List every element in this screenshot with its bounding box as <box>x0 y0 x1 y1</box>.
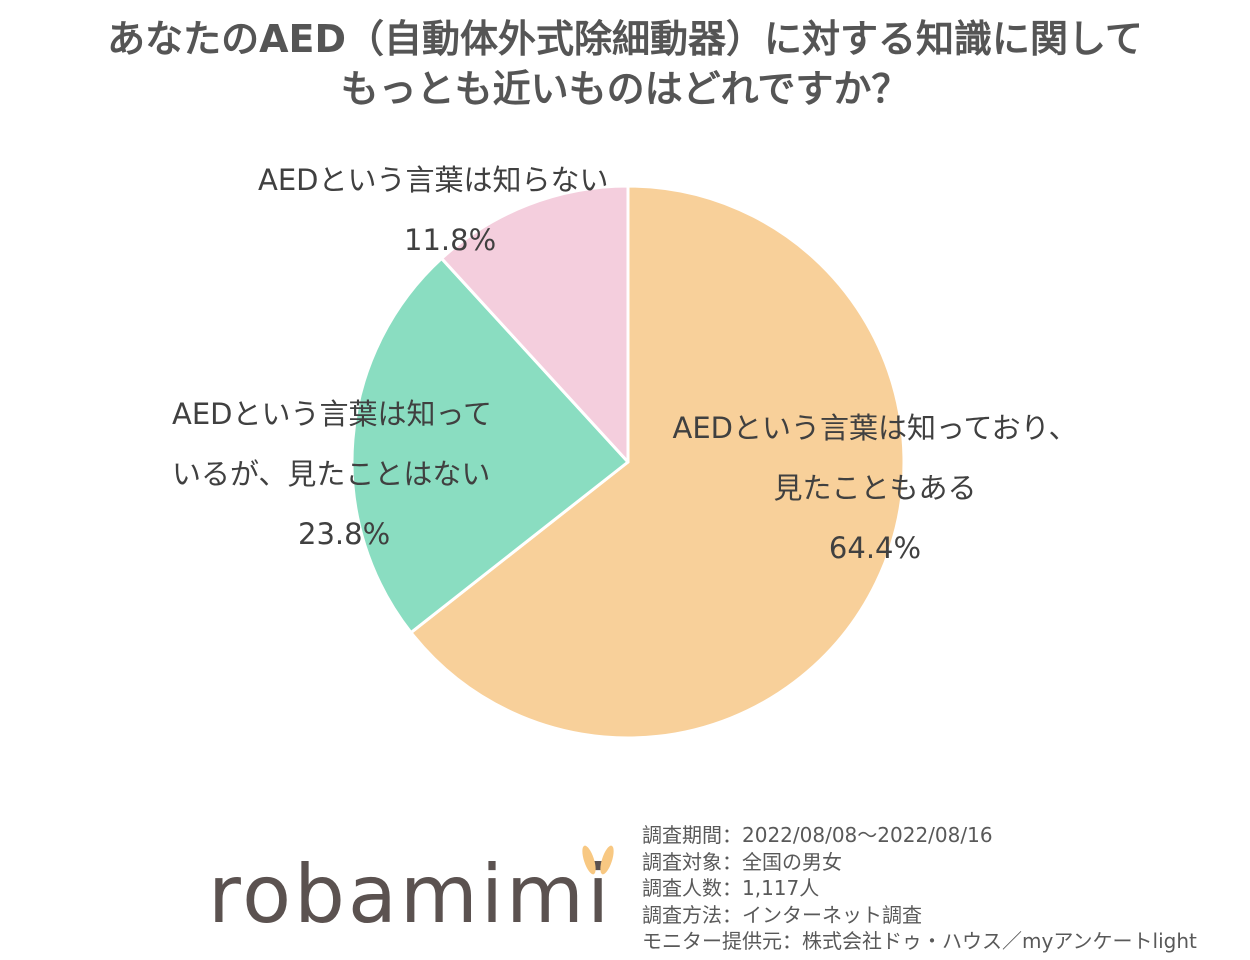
slice-label-not-seen-line-2: いるが、見たことはない <box>172 457 491 491</box>
slice-label-not-seen-line-1: AEDという言葉は知って <box>172 397 493 431</box>
slice-value-not-seen: 23.8% <box>298 517 391 551</box>
survey-period: 調査期間：2022/08/08～2022/08/16 <box>642 823 993 847</box>
slice-label-seen: AEDという言葉は知っており、 見たこともある 64.4% <box>660 398 1090 578</box>
robamimi-logo: robamimi <box>208 850 609 940</box>
chart-title-line-2: もっとも近いものはどれですか？ <box>340 67 910 111</box>
survey-method: 調査方法：インターネット調査 <box>642 902 922 927</box>
rabbit-ears-icon <box>582 845 614 875</box>
survey-count: 調査人数：1,117人 <box>642 876 820 900</box>
slice-label-seen-line-1: AEDという言葉は知っており、 <box>672 411 1078 445</box>
pie-slice-not-seen <box>350 256 630 635</box>
slice-value-seen: 64.4% <box>828 531 922 565</box>
slice-value-unknown: 11.8% <box>404 223 497 257</box>
slice-label-not-seen: AEDという言葉は知って いるが、見たことはない 23.8% <box>172 384 522 564</box>
chart-title-line-1: あなたのAED（自動体外式除細動器）に対する知識に関して <box>107 17 1143 61</box>
survey-info: 調査期間：2022/08/08～2022/08/16 調査対象：全国の男女 調査… <box>642 822 1197 955</box>
survey-target: 調査対象：全国の男女 <box>642 849 842 874</box>
slice-label-unknown-line-1: AEDという言葉は知らない <box>258 163 609 197</box>
pie-slice-unknown <box>440 184 630 464</box>
pie-slice-seen <box>409 184 906 740</box>
survey-provider: モニター提供元：株式会社ドゥ・ハウス／myアンケートlight <box>642 929 1197 953</box>
logo-text: robamimi <box>208 848 613 941</box>
slice-label-unknown: AEDという言葉は知らない 11.8% <box>258 150 648 270</box>
chart-title: あなたのAED（自動体外式除細動器）に対する知識に関して もっとも近いものはどれ… <box>0 14 1250 114</box>
slice-label-seen-line-2: 見たこともある <box>773 471 977 505</box>
